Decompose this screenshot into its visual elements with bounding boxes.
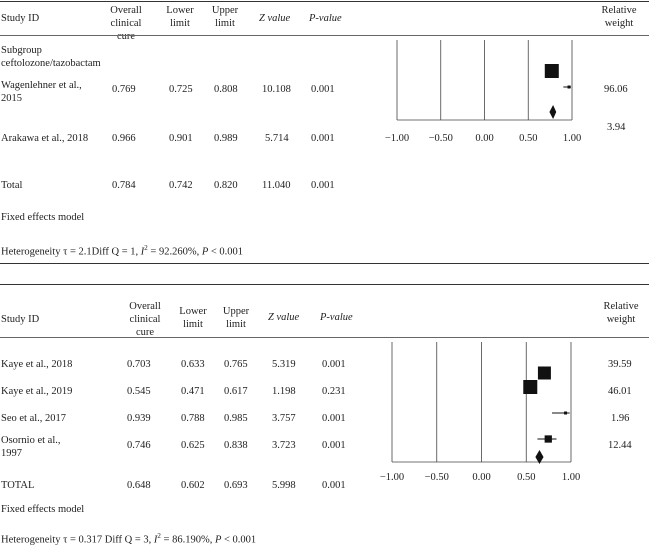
header-lower-limit: Lower limit xyxy=(179,306,207,330)
total-lower: 0.602 xyxy=(181,480,205,491)
header-z-value: Z value xyxy=(259,13,291,24)
x-tick-label: −0.50 xyxy=(425,472,449,483)
study-point-square xyxy=(564,411,568,415)
x-tick-label: 0.50 xyxy=(519,133,537,144)
x-tick-label: 0.50 xyxy=(517,472,535,483)
subgroup-label: Subgroup ceftolozone/tazobactam xyxy=(1,45,101,69)
header-p-value: P-value xyxy=(309,13,342,24)
study-point-square xyxy=(567,85,571,89)
header-lower-limit: Lower limit xyxy=(166,5,194,29)
table-row-study: Seo et al., 2017 xyxy=(1,413,67,424)
table-row-study: Arakawa et al., 2018 xyxy=(1,133,89,144)
header-study-id: Study ID xyxy=(1,13,40,24)
pooled-diamond xyxy=(549,105,557,119)
table-cell-overall: 0.939 xyxy=(127,413,151,424)
table-row-study: Wagenlehner et al., 2015 xyxy=(1,80,82,104)
table-cell-p: 0.001 xyxy=(311,133,335,144)
table-cell-lower: 0.633 xyxy=(181,359,205,370)
header-p-value: P-value xyxy=(320,312,353,323)
header-relative-weight: Relative weight xyxy=(603,301,639,325)
x-tick-label: 0.00 xyxy=(475,133,493,144)
header-relative-weight: Relative weight xyxy=(601,5,637,29)
table-cell-z: 1.198 xyxy=(272,386,296,397)
table-row-study: Kaye et al., 2018 xyxy=(1,359,73,370)
study-point-square xyxy=(544,435,552,443)
panel-bottom-rule xyxy=(0,263,649,264)
table-cell-z: 3.723 xyxy=(272,440,296,451)
study-point-square xyxy=(523,380,538,394)
x-tick-label: 0.00 xyxy=(472,472,490,483)
table-cell-weight: 3.94 xyxy=(607,122,626,133)
total-p: 0.001 xyxy=(322,480,346,491)
header-rule xyxy=(0,35,649,36)
table-cell-overall: 0.545 xyxy=(127,386,151,397)
table-cell-weight: 39.59 xyxy=(608,359,632,370)
table-cell-lower: 0.625 xyxy=(181,440,205,451)
model-label: Fixed effects model xyxy=(1,212,85,223)
table-cell-weight: 1.96 xyxy=(611,413,630,424)
header-study-id: Study ID xyxy=(1,314,40,325)
study-point-square xyxy=(537,366,551,380)
table-cell-lower: 0.901 xyxy=(169,133,193,144)
total-overall: 0.648 xyxy=(127,480,151,491)
table-cell-p: 0.001 xyxy=(322,359,346,370)
table-cell-upper: 0.765 xyxy=(224,359,248,370)
table-cell-overall: 0.769 xyxy=(112,84,136,95)
table-cell-overall: 0.703 xyxy=(127,359,151,370)
table-cell-weight: 12.44 xyxy=(608,440,632,451)
table-cell-upper: 0.989 xyxy=(214,133,238,144)
header-upper-limit: Upper limit xyxy=(211,5,239,29)
total-z: 5.998 xyxy=(272,480,296,491)
table-cell-upper: 0.985 xyxy=(224,413,248,424)
heterogeneity-text: Heterogeneity τ = 2.1Diff Q = 1, I2 = 92… xyxy=(1,244,244,258)
table-cell-upper: 0.808 xyxy=(214,84,238,95)
total-p: 0.001 xyxy=(311,180,335,191)
table-cell-upper: 0.838 xyxy=(224,440,248,451)
table-row-study: Kaye et al., 2019 xyxy=(1,386,73,397)
table-cell-p: 0.231 xyxy=(322,386,346,397)
pooled-diamond xyxy=(535,450,544,464)
table-cell-lower: 0.788 xyxy=(181,413,205,424)
table-cell-lower: 0.471 xyxy=(181,386,205,397)
table-cell-p: 0.001 xyxy=(311,84,335,95)
header-upper-limit: Upper limit xyxy=(222,306,250,330)
total-upper: 0.820 xyxy=(214,180,238,191)
top-rule xyxy=(0,284,649,285)
table-cell-lower: 0.725 xyxy=(169,84,193,95)
total-overall: 0.784 xyxy=(112,180,136,191)
total-label: TOTAL xyxy=(1,480,35,491)
header-overall-clinical-cure: Overall clinical cure xyxy=(129,301,161,338)
table-cell-weight: 46.01 xyxy=(608,386,632,397)
header-rule xyxy=(0,337,649,338)
header-z-value: Z value xyxy=(268,312,300,323)
table-cell-p: 0.001 xyxy=(322,413,346,424)
table-cell-p: 0.001 xyxy=(322,440,346,451)
table-cell-overall: 0.746 xyxy=(127,440,151,451)
total-z: 11.040 xyxy=(262,180,291,191)
total-upper: 0.693 xyxy=(224,480,248,491)
table-cell-z: 3.757 xyxy=(272,413,296,424)
x-tick-label: 1.00 xyxy=(562,472,580,483)
heterogeneity-text: Heterogeneity τ = 0.317 Diff Q = 3, I2 =… xyxy=(1,532,257,546)
header-overall-clinical-cure: Overall clinical cure xyxy=(110,5,142,42)
x-tick-label: 1.00 xyxy=(563,133,581,144)
model-label: Fixed effects model xyxy=(1,504,85,515)
table-cell-weight: 96.06 xyxy=(604,84,628,95)
x-tick-label: −1.00 xyxy=(385,133,409,144)
table-cell-overall: 0.966 xyxy=(112,133,136,144)
table-cell-z: 5.714 xyxy=(265,133,289,144)
table-cell-z: 5.319 xyxy=(272,359,296,370)
table-cell-z: 10.108 xyxy=(262,84,291,95)
top-rule xyxy=(0,1,649,2)
table-row-study: Osornio et al., 1997 xyxy=(1,435,61,459)
table-cell-upper: 0.617 xyxy=(224,386,248,397)
x-tick-label: −1.00 xyxy=(380,472,404,483)
total-label: Total xyxy=(1,180,23,191)
study-point-square xyxy=(544,64,559,78)
x-tick-label: −0.50 xyxy=(429,133,453,144)
total-lower: 0.742 xyxy=(169,180,193,191)
